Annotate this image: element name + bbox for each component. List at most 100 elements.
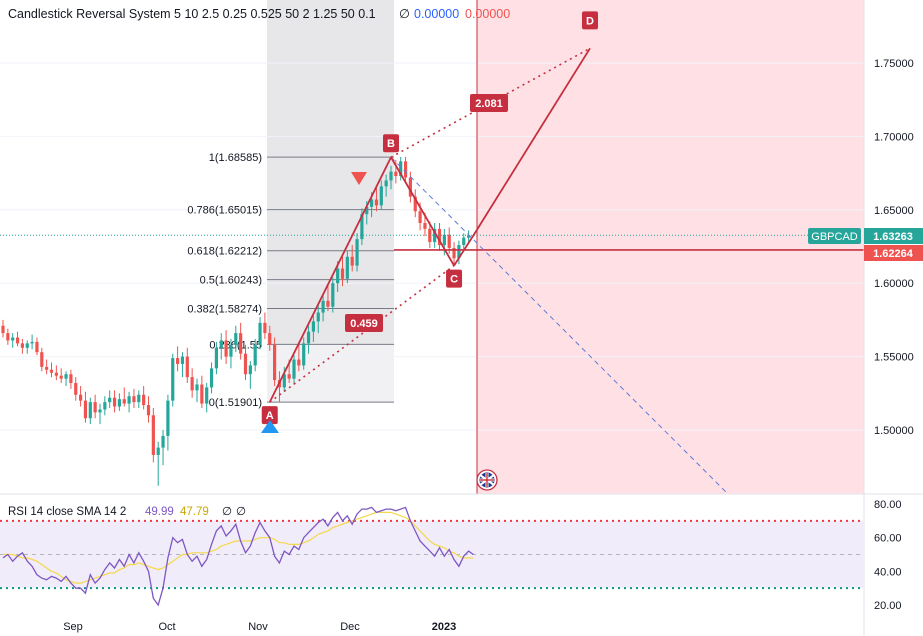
time-label: Oct <box>158 621 175 633</box>
buy-signal-icon <box>261 420 279 433</box>
candle-body <box>88 402 92 419</box>
candle-body <box>108 397 112 403</box>
symbol-badge: GBPCAD <box>808 228 861 244</box>
fib-levels: 1(1.68585) 0.786(1.65015) 0.618(1.62212) 0.… <box>187 152 394 409</box>
candle-body <box>180 356 185 364</box>
pattern-point-B: B <box>387 138 395 150</box>
candle-body <box>142 394 146 406</box>
rsi-value: 49.99 <box>145 506 174 518</box>
candle-body <box>253 344 257 366</box>
time-label: 2023 <box>432 621 456 633</box>
candle-body <box>156 447 160 455</box>
candle-body <box>83 400 88 419</box>
rsi-tick: 80.00 <box>874 499 902 511</box>
pattern-leg <box>472 47 591 236</box>
price-tick: 1.70000 <box>874 131 914 143</box>
candle-body <box>161 435 165 448</box>
ratio-ac: 0.459 <box>350 318 378 330</box>
bd-dotted-line <box>390 47 591 158</box>
candle-body <box>122 399 126 404</box>
candle-body <box>326 300 330 307</box>
candle-body <box>137 394 141 403</box>
candle-body <box>127 396 131 404</box>
rsi-title: RSI 14 close SMA 14 2 <box>8 506 126 518</box>
rsi-null-1: ∅ <box>222 506 232 518</box>
candle-body <box>447 234 451 248</box>
rsi-sma-value: 47.79 <box>180 506 209 518</box>
candle-body <box>306 331 311 344</box>
candle-body <box>103 402 107 410</box>
candle-body <box>185 356 189 378</box>
rsi-tick: 40.00 <box>874 566 902 578</box>
candle-body <box>219 340 223 348</box>
time-axis: Sep Oct Nov Dec 2023 <box>63 621 456 633</box>
pattern-point-B-badge <box>383 134 399 153</box>
price-grid <box>0 62 864 431</box>
pattern-leg <box>390 156 455 267</box>
candle-body <box>350 256 354 266</box>
candle-body <box>45 366 49 370</box>
candle-body <box>15 337 20 344</box>
fib-level-label: 0.618(1.62212) <box>187 246 262 258</box>
candle-body <box>11 337 15 341</box>
rsi-sma-line <box>3 511 474 584</box>
indicator-value-2: 0.00000 <box>465 7 510 21</box>
candle-body <box>117 399 121 407</box>
candle-body <box>49 369 54 373</box>
candle-body <box>59 375 63 379</box>
candle-body <box>321 300 325 313</box>
pattern-leg <box>453 234 475 267</box>
candle-body <box>214 347 218 369</box>
candles <box>1 156 471 486</box>
candle-body <box>394 171 398 177</box>
fib-level-label: 0.382(1.58274) <box>187 304 262 316</box>
indicator-value-1: 0.00000 <box>414 7 459 21</box>
candle-body <box>282 374 286 388</box>
rsi-tick: 60.00 <box>874 533 902 545</box>
uk-flag-icon[interactable] <box>476 469 498 491</box>
price-axis: 1.75000 1.70000 1.65000 1.60000 1.55000 1.500… <box>874 58 914 437</box>
candle-body <box>399 161 403 177</box>
candle-body <box>403 161 408 178</box>
price-tick: 1.50000 <box>874 425 914 437</box>
harmonic-pattern: A B C D 2.081 0.459 <box>0 11 864 495</box>
rsi-pane <box>0 506 864 607</box>
candle-body <box>30 341 34 344</box>
rsi-null-2: ∅ <box>236 506 246 518</box>
line-price-label: 1.62264 <box>873 248 914 260</box>
pattern-point-D: D <box>586 15 594 27</box>
price-tick: 1.75000 <box>874 58 914 70</box>
pattern-point-C: C <box>450 274 458 286</box>
candle-body <box>374 199 379 206</box>
candle-body <box>35 341 39 353</box>
null-symbol: ∅ <box>399 7 410 21</box>
last-price-badge: 1.63263 <box>864 228 923 244</box>
candle-body <box>166 400 170 436</box>
candle-body <box>195 384 199 391</box>
candle-body <box>340 268 345 279</box>
fib-level-label: 0.5(1.60243) <box>200 275 262 287</box>
candle-body <box>437 228 442 246</box>
pattern-point-A: A <box>266 410 274 422</box>
candle-body <box>389 171 393 181</box>
candle-body <box>176 358 180 364</box>
candle-body <box>433 228 437 243</box>
time-label: Dec <box>340 621 360 633</box>
candle-body <box>311 321 315 332</box>
candle-body <box>25 343 29 348</box>
sell-signal-icon <box>351 172 367 185</box>
time-label: Nov <box>248 621 268 633</box>
projection-dashed-line <box>390 156 729 495</box>
candle-body <box>418 211 422 224</box>
candle-body <box>229 344 233 357</box>
candle-body <box>360 214 364 240</box>
candle-body <box>457 245 461 259</box>
candle-body <box>93 402 97 413</box>
candle-body <box>171 358 175 401</box>
candle-body <box>423 223 427 229</box>
candle-body <box>6 333 10 341</box>
candle-body <box>258 322 262 345</box>
candle-body <box>263 322 267 334</box>
candle-body <box>151 415 155 455</box>
